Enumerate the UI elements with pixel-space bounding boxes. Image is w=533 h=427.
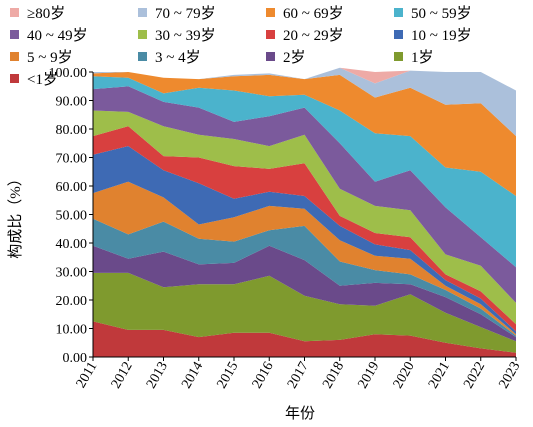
legend-swatch bbox=[138, 29, 147, 39]
area-series-0 bbox=[93, 321, 516, 357]
x-tick-label: 2012 bbox=[109, 360, 136, 392]
y-tick-label: 80.00 bbox=[56, 123, 88, 138]
legend-swatch bbox=[10, 29, 19, 39]
legend-item: 70 ~ 79岁 bbox=[138, 1, 216, 23]
legend-label: 10 ~ 19岁 bbox=[411, 27, 472, 44]
legend-swatch bbox=[10, 73, 19, 83]
y-tick-label: 50.00 bbox=[56, 209, 88, 224]
x-tick-label: 2022 bbox=[461, 360, 488, 392]
area-series-4 bbox=[93, 181, 516, 336]
legend-swatch bbox=[394, 29, 403, 39]
legend-item: 40 ~ 49岁 bbox=[10, 23, 88, 45]
area-series-11 bbox=[93, 67, 516, 137]
x-tick-label: 2021 bbox=[426, 360, 453, 392]
x-tick-label: 2023 bbox=[496, 360, 523, 392]
legend-label: 60 ~ 69岁 bbox=[283, 5, 344, 22]
legend-item: ≥80岁 bbox=[10, 1, 65, 23]
legend-item: 3 ~ 4岁 bbox=[138, 45, 201, 67]
y-tick-label: 0.00 bbox=[63, 351, 88, 366]
area-series-10 bbox=[93, 72, 516, 196]
x-axis-title: 年份 bbox=[285, 405, 315, 422]
y-tick-label: 30.00 bbox=[56, 266, 88, 281]
y-tick-label: 100.00 bbox=[49, 66, 88, 81]
legend-swatch bbox=[266, 29, 275, 39]
x-tick-labels: 2011 2012 2013 2014 2015 2016 2017 2018 2019 2020… bbox=[74, 360, 524, 392]
legend-label: 70 ~ 79岁 bbox=[155, 5, 216, 22]
legend-swatch bbox=[10, 51, 19, 61]
legend-label: 5 ~ 9岁 bbox=[27, 49, 73, 66]
legend-item: 2岁 bbox=[266, 45, 306, 67]
area-series-2 bbox=[93, 245, 516, 342]
legend-item: 20 ~ 29岁 bbox=[266, 23, 344, 45]
area-series-group bbox=[93, 67, 516, 357]
area-series-1 bbox=[93, 272, 516, 353]
legend-label: 40 ~ 49岁 bbox=[27, 27, 88, 44]
legend-label: 3 ~ 4岁 bbox=[155, 49, 201, 66]
legend-label: 1岁 bbox=[411, 49, 434, 66]
area-series-3 bbox=[93, 218, 516, 338]
area-series-6 bbox=[93, 126, 516, 332]
x-tick-label: 2013 bbox=[144, 360, 171, 392]
legend-item: <1岁 bbox=[10, 67, 58, 89]
x-tick-label: 2016 bbox=[250, 360, 277, 392]
legend-label: 20 ~ 29岁 bbox=[283, 27, 344, 44]
legend-swatch bbox=[266, 51, 275, 61]
x-tick-label: 2019 bbox=[355, 360, 382, 392]
legend-label: 50 ~ 59岁 bbox=[411, 5, 472, 22]
y-tick-label: 90.00 bbox=[56, 95, 88, 110]
x-tick-label: 2014 bbox=[179, 360, 206, 392]
legend-label: ≥80岁 bbox=[27, 5, 66, 22]
legend-swatch bbox=[394, 51, 403, 61]
legend-swatch bbox=[138, 7, 147, 17]
x-tick-label: 2018 bbox=[320, 360, 347, 392]
y-tick-labels: 0.00 10.00 20.00 30.00 40.00 50.00 60.00 70.00 8… bbox=[49, 66, 88, 366]
y-tick-label: 70.00 bbox=[56, 152, 88, 167]
x-tick-label: 2017 bbox=[285, 360, 312, 392]
legend-item: 30 ~ 39岁 bbox=[138, 23, 216, 45]
axes-group bbox=[89, 71, 517, 361]
legend-label: <1岁 bbox=[27, 71, 58, 88]
legend-swatch bbox=[266, 7, 275, 17]
legend-item: 1岁 bbox=[394, 45, 434, 67]
legend-item: 10 ~ 19岁 bbox=[394, 23, 472, 45]
y-tick-label: 40.00 bbox=[56, 237, 88, 252]
legend-item: 50 ~ 59岁 bbox=[394, 1, 472, 23]
legend-label: 30 ~ 39岁 bbox=[155, 27, 216, 44]
legend-swatch bbox=[10, 7, 19, 17]
legend-swatch bbox=[394, 7, 403, 17]
x-tick-label: 2020 bbox=[391, 360, 418, 392]
area-series-8 bbox=[93, 86, 516, 303]
x-tick-label: 2015 bbox=[214, 360, 241, 392]
y-tick-label: 10.00 bbox=[56, 323, 88, 338]
legend-item: 5 ~ 9岁 bbox=[10, 45, 73, 67]
y-tick-label: 20.00 bbox=[56, 294, 88, 309]
legend-label: 2岁 bbox=[283, 49, 306, 66]
legend-swatch bbox=[138, 51, 147, 61]
area-series-9 bbox=[93, 76, 516, 268]
area-series-5 bbox=[93, 146, 516, 335]
y-tick-label: 60.00 bbox=[56, 180, 88, 195]
area-series-7 bbox=[93, 110, 516, 325]
y-axis-title: 构成比（%） bbox=[7, 171, 24, 259]
legend-item: 60 ~ 69岁 bbox=[266, 1, 344, 23]
